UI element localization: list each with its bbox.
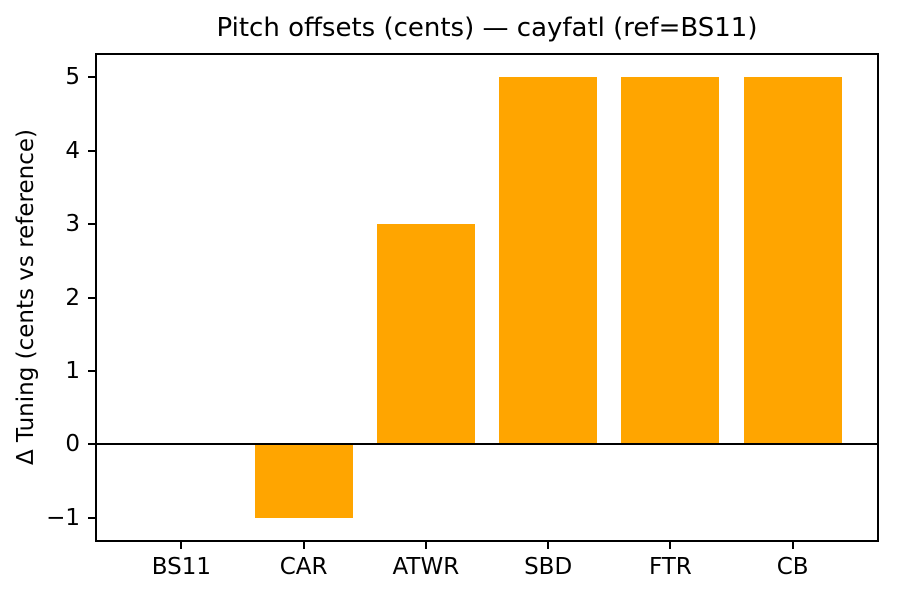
bar-CAR xyxy=(254,444,353,518)
y-tick-mark xyxy=(88,149,95,152)
x-tick-mark xyxy=(302,542,305,549)
plot-area xyxy=(95,53,879,542)
y-tick-label: 3 xyxy=(65,211,80,237)
y-tick-label: 0 xyxy=(65,431,80,458)
y-tick-mark xyxy=(88,76,95,79)
y-tick-label: 4 xyxy=(65,137,80,164)
y-tick-mark xyxy=(88,296,95,299)
x-tick-mark xyxy=(180,542,183,549)
x-tick-label: FTR xyxy=(648,554,692,580)
x-tick-label: BS11 xyxy=(151,554,211,580)
y-tick-mark xyxy=(88,443,95,446)
x-tick-mark xyxy=(669,542,672,549)
bar-ATWR xyxy=(376,224,475,445)
x-tick-label: CB xyxy=(776,554,809,580)
zero-reference-line xyxy=(97,443,877,446)
bar-SBD xyxy=(499,77,598,445)
y-tick-label: 2 xyxy=(65,284,80,311)
bar-FTR xyxy=(621,77,720,445)
y-tick-mark xyxy=(88,369,95,372)
x-tick-label: CAR xyxy=(279,554,328,580)
x-tick-mark xyxy=(791,542,794,549)
x-tick-mark xyxy=(424,542,427,549)
x-tick-label: SBD xyxy=(524,554,573,580)
x-tick-label: ATWR xyxy=(392,554,460,580)
y-tick-mark xyxy=(88,516,95,519)
y-tick-label: 1 xyxy=(65,357,80,384)
y-tick-mark xyxy=(88,223,95,225)
y-tick-label: −1 xyxy=(46,504,80,531)
chart-title: Pitch offsets (cents) — cayfatl (ref=BS1… xyxy=(216,13,758,43)
y-tick-label: 5 xyxy=(65,64,80,91)
bar-CB xyxy=(743,77,842,445)
x-tick-mark xyxy=(547,542,550,549)
